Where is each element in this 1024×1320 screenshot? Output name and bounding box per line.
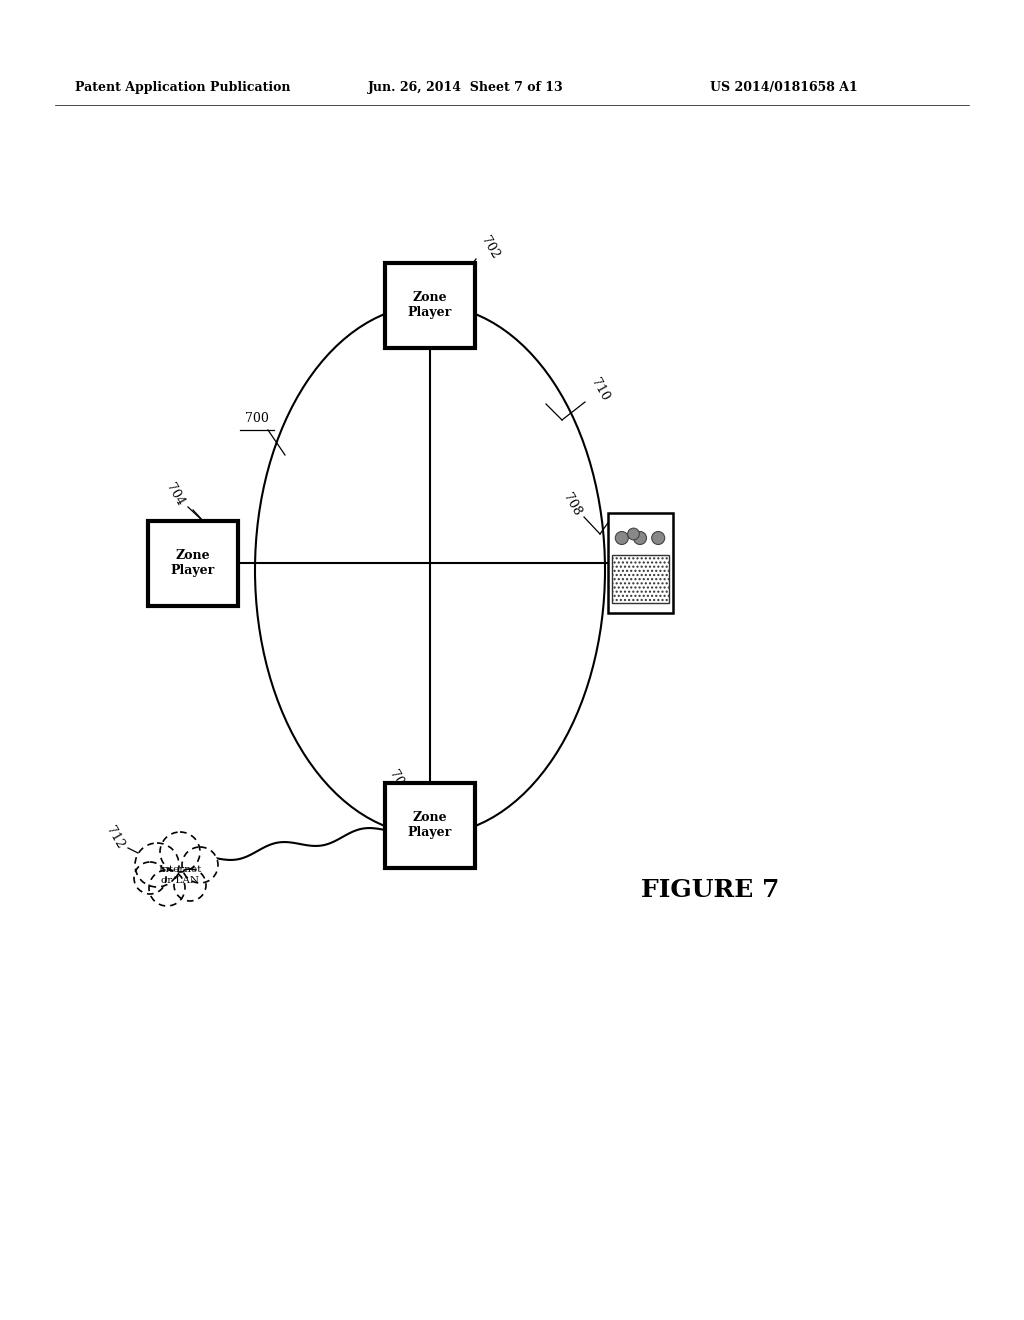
Text: 700: 700 (245, 412, 269, 425)
Text: Zone
Player: Zone Player (408, 810, 453, 840)
Circle shape (615, 532, 629, 544)
Circle shape (135, 843, 179, 887)
Bar (607, 513, 673, 612)
Bar (148, 520, 238, 606)
Text: Patent Application Publication: Patent Application Publication (75, 82, 291, 95)
Text: Zone
Player: Zone Player (171, 549, 215, 577)
Circle shape (182, 847, 218, 883)
Text: Jun. 26, 2014  Sheet 7 of 13: Jun. 26, 2014 Sheet 7 of 13 (368, 82, 563, 95)
Bar (385, 783, 475, 867)
Text: FIGURE 7: FIGURE 7 (641, 878, 779, 902)
Circle shape (150, 870, 185, 906)
Circle shape (628, 528, 639, 540)
Circle shape (174, 869, 206, 902)
Bar (611, 554, 669, 603)
Bar (385, 263, 475, 347)
Circle shape (651, 532, 665, 544)
Circle shape (134, 862, 166, 894)
Text: Zone
Player: Zone Player (408, 290, 453, 319)
Text: US 2014/0181658 A1: US 2014/0181658 A1 (710, 82, 858, 95)
Text: 708: 708 (560, 491, 584, 519)
Circle shape (634, 532, 646, 544)
Text: Internet
or LAN: Internet or LAN (159, 866, 202, 884)
Circle shape (160, 832, 200, 873)
Text: 710: 710 (589, 376, 611, 404)
Text: 706: 706 (386, 768, 410, 796)
Text: 712: 712 (103, 825, 127, 851)
Text: 704: 704 (164, 482, 186, 508)
Text: 702: 702 (478, 235, 502, 261)
